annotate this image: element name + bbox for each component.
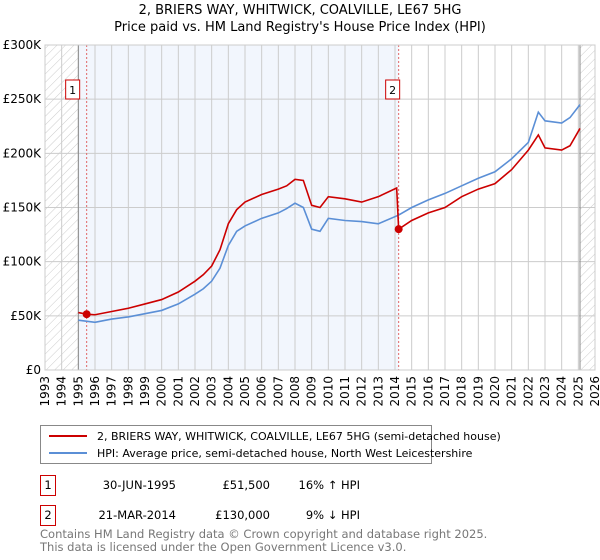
x-tick-label: 2019	[471, 376, 485, 407]
table-row: 2 21-MAR-2014 £130,000 9% ↓ HPI	[40, 505, 440, 526]
x-tick-label: 1998	[121, 376, 135, 407]
sale-label: 2	[389, 84, 396, 97]
y-tick-label: £300K	[3, 38, 43, 52]
x-tick-label: 2011	[338, 376, 352, 407]
x-tick-label: 2001	[171, 376, 185, 407]
x-tick-label: 2006	[255, 376, 269, 407]
chart-title: 2, BRIERS WAY, WHITWICK, COALVILLE, LE67…	[138, 3, 462, 18]
hpi-line	[78, 104, 581, 324]
sale-date: 30-JUN-1995	[102, 478, 176, 492]
x-tick-label: 2013	[371, 376, 385, 407]
x-tick-label: 1993	[38, 376, 52, 407]
x-tick-label: 2022	[521, 376, 535, 407]
property-price-line	[78, 128, 581, 316]
legend-label-hpi: HPI: Average price, semi-detached house,…	[97, 446, 473, 460]
x-tick-label: 1999	[138, 376, 152, 407]
x-tick-label: 1996	[88, 376, 102, 407]
x-tick-label: 2012	[355, 376, 369, 407]
sale-hpi-diff: 16% ↑ HPI	[298, 478, 360, 492]
sale-price: £130,000	[215, 508, 270, 522]
x-tick-label: 2000	[155, 376, 169, 407]
legend-swatch-hpi	[49, 452, 87, 454]
sale-hpi-diff: 9% ↓ HPI	[305, 508, 360, 522]
x-tick-label: 2009	[305, 376, 319, 407]
x-tick-label: 1994	[55, 376, 69, 407]
x-tick-label: 1997	[105, 376, 119, 407]
legend: 2, BRIERS WAY, WHITWICK, COALVILLE, LE67…	[40, 425, 501, 464]
sale-marker-badge: 1	[40, 475, 56, 496]
plot-area: 1993 1994 1995 1996 1997 1998 1999 2000 2001 2002…	[3, 38, 600, 407]
footer-copyright: Contains HM Land Registry data © Crown c…	[40, 527, 488, 541]
y-tick-label: £200K	[3, 146, 43, 160]
x-tick-label: 2024	[555, 376, 569, 407]
x-tick-label: 2004	[221, 376, 235, 407]
sale-point	[394, 225, 403, 234]
x-tick-label: 2003	[205, 376, 219, 407]
x-tick-label: 2008	[288, 376, 302, 407]
sale-marker-badge: 2	[40, 505, 56, 526]
legend-label-property: 2, BRIERS WAY, WHITWICK, COALVILLE, LE67…	[97, 429, 501, 443]
sale-label-box	[65, 79, 81, 100]
x-tick-label: 2017	[438, 376, 452, 407]
table-row: 1 30-JUN-1995 £51,500 16% ↑ HPI	[40, 475, 440, 496]
x-tick-label: 2014	[388, 376, 402, 407]
sale-date: 21-MAR-2014	[98, 508, 176, 522]
x-tick-label: 2005	[238, 376, 252, 407]
sale-label: 1	[69, 84, 76, 97]
sale-label-box	[385, 79, 401, 100]
x-tick-label: 2025	[571, 376, 585, 407]
x-tick-label: 2007	[271, 376, 285, 407]
y-tick-label: £250K	[3, 92, 43, 106]
footer-licence: This data is licensed under the Open Gov…	[40, 540, 407, 554]
chart-subtitle: Price paid vs. HM Land Registry's House …	[114, 20, 486, 35]
y-tick-label: £100K	[3, 255, 43, 269]
x-tick-label: 2023	[538, 376, 552, 407]
x-tick-label: 2016	[421, 376, 435, 407]
x-tick-label: 2018	[455, 376, 469, 407]
legend-swatch-property	[49, 435, 87, 437]
y-tick-label: £0	[26, 363, 41, 377]
x-tick-label: 2026	[588, 376, 600, 407]
y-tick-label: £50K	[10, 309, 42, 323]
sale-point	[82, 310, 91, 319]
x-tick-label: 1995	[71, 376, 85, 407]
x-tick-label: 2020	[488, 376, 502, 407]
x-tick-label: 2021	[505, 376, 519, 407]
x-tick-label: 2002	[188, 376, 202, 407]
plot-border	[44, 44, 596, 371]
x-tick-label: 2015	[405, 376, 419, 407]
sale-price: £51,500	[222, 478, 270, 492]
y-tick-label: £150K	[3, 201, 43, 215]
x-tick-label: 2010	[321, 376, 335, 407]
